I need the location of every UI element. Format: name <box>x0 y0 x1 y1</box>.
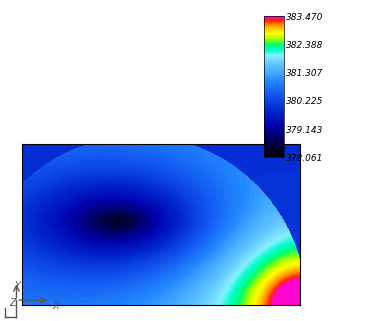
Text: X: X <box>52 301 59 311</box>
Text: Y: Y <box>15 281 20 291</box>
Text: Z: Z <box>9 299 15 308</box>
